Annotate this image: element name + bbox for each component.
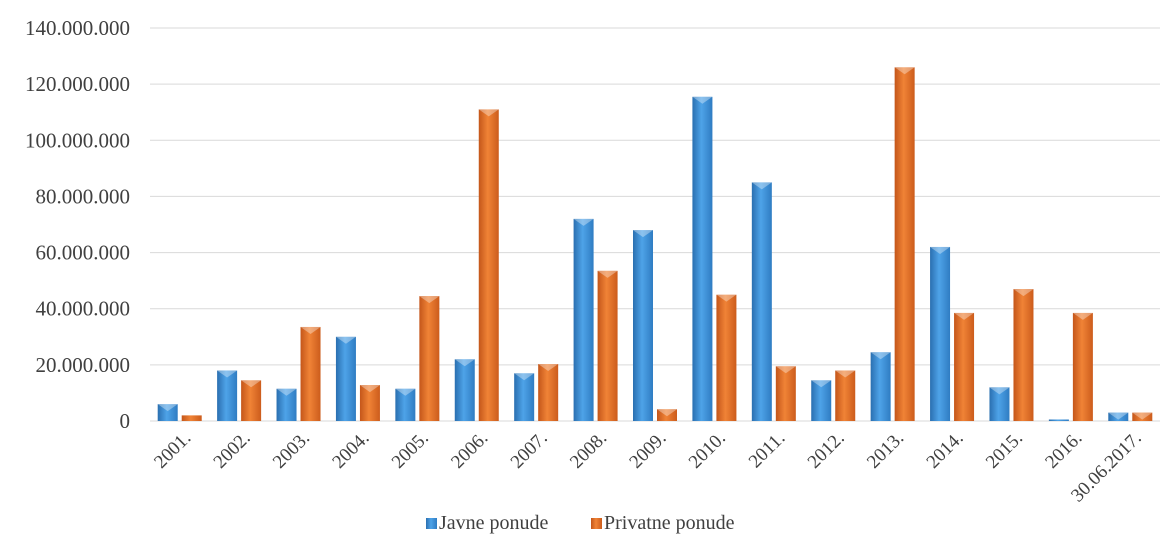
y-tick-label: 80.000.000 [36, 184, 131, 208]
bar-bevel [597, 270, 618, 278]
x-tick-label: 2001. [150, 428, 195, 473]
legend-label-privatne-ponude: Privatne ponude [604, 512, 735, 534]
bar-bevel [894, 67, 915, 75]
y-tick-label: 20.000.000 [36, 353, 131, 377]
bar-bevel [241, 380, 262, 388]
legend-swatch-privatne-ponude [591, 518, 602, 529]
bar-bevel [811, 380, 832, 388]
bar-javne-ponude [514, 373, 535, 421]
bar-javne-ponude [335, 336, 356, 421]
bar-bevel [276, 388, 297, 396]
bar-privatne-ponude [597, 270, 618, 421]
bar-javne-ponude [1048, 419, 1069, 421]
bar-bevel [954, 312, 975, 320]
y-tick-label: 140.000.000 [25, 16, 130, 40]
bar-javne-ponude [395, 388, 416, 421]
bar-privatne-ponude [1013, 289, 1034, 421]
bar-bevel [335, 336, 356, 344]
x-tick-label: 2005. [388, 428, 433, 473]
bar-privatne-ponude [538, 364, 559, 421]
bar-javne-ponude [454, 359, 475, 421]
x-tick-label: 2012. [804, 428, 849, 473]
bar-bevel [573, 218, 594, 226]
bar-javne-ponude [930, 246, 951, 421]
x-tick-label: 2016. [1041, 428, 1086, 473]
bar-bevel [359, 385, 380, 393]
legend-label-javne-ponude: Javne ponude [439, 512, 549, 534]
bar-privatne-ponude [954, 312, 975, 421]
legend-swatch-javne-ponude [426, 518, 437, 529]
bar-bevel [1108, 412, 1129, 420]
bar-bevel [419, 296, 440, 304]
bar-javne-ponude [573, 218, 594, 421]
bar-privatne-ponude [657, 409, 677, 421]
bar-privatne-ponude [1072, 312, 1093, 421]
x-tick-label: 2002. [210, 428, 255, 473]
bar-bevel [775, 366, 796, 374]
bar-privatne-ponude [835, 370, 856, 421]
bar-bevel [217, 370, 238, 378]
x-tick-label: 2013. [863, 428, 908, 473]
bar-bevel [633, 230, 653, 238]
bar-privatne-ponude [894, 67, 915, 422]
x-axis: 2001. 2002. 2003. 2004. 2005. 2006. 2007. 2008.… [150, 428, 1146, 507]
x-tick-label: 2014. [923, 428, 968, 473]
bar-bevel [692, 96, 713, 104]
y-axis: 0 20.000.000 40.000.000 60.000.000 80.000.00… [25, 16, 130, 433]
bar-bevel [1013, 289, 1034, 297]
y-tick-label: 0 [120, 409, 131, 433]
x-tick-label: 2009. [625, 428, 670, 473]
bar-javne-ponude [870, 352, 891, 421]
bar-privatne-ponude [419, 296, 440, 421]
bar-bevel [751, 182, 772, 190]
bar-privatne-ponude [478, 109, 499, 422]
bar-bevel [454, 359, 475, 367]
y-tick-label: 60.000.000 [36, 241, 131, 265]
legend: Javne ponude Privatne ponude [426, 512, 735, 534]
bar-bevel [1072, 312, 1093, 320]
x-tick-label: 2011. [745, 428, 790, 473]
bar-javne-ponude [989, 387, 1010, 421]
bar-javne-ponude [692, 96, 713, 422]
bar-bevel [300, 326, 321, 334]
bar-bevel [1132, 412, 1153, 420]
bar-privatne-ponude [181, 415, 202, 421]
x-tick-label: 2015. [982, 428, 1027, 473]
bars [157, 67, 1153, 422]
bar-javne-ponude [217, 370, 238, 421]
bar-bevel [514, 373, 535, 381]
bar-bevel [930, 246, 951, 254]
x-tick-label: 2007. [507, 428, 552, 473]
bar-javne-ponude [811, 380, 832, 421]
x-tick-label: 2008. [566, 428, 611, 473]
bar-bevel [157, 404, 178, 412]
bar-bevel [835, 370, 856, 378]
bar-privatne-ponude [716, 294, 737, 421]
bar-bevel [478, 109, 499, 117]
bar-bevel [989, 387, 1010, 395]
bar-privatne-ponude [1132, 412, 1153, 421]
y-tick-label: 120.000.000 [25, 72, 130, 96]
x-tick-label: 2010. [685, 428, 730, 473]
bar-javne-ponude [157, 404, 178, 421]
x-tick-label: 2006. [447, 428, 492, 473]
bar-privatne-ponude [775, 366, 796, 421]
x-tick-label: 2004. [328, 428, 373, 473]
y-tick-label: 100.000.000 [25, 128, 130, 152]
bar-bevel [716, 294, 737, 302]
bar-bevel [657, 409, 677, 417]
bar-javne-ponude [1108, 412, 1129, 421]
bar-javne-ponude [633, 230, 653, 421]
bar-javne-ponude [751, 182, 772, 421]
bar-privatne-ponude [241, 380, 262, 421]
bar-bevel [538, 364, 559, 372]
bar-privatne-ponude [359, 385, 380, 421]
bar-privatne-ponude [300, 326, 321, 421]
y-tick-label: 40.000.000 [36, 297, 131, 321]
bar-javne-ponude [276, 388, 297, 421]
x-tick-label: 2003. [269, 428, 314, 473]
bar-bevel [395, 388, 416, 396]
bar-bevel [870, 352, 891, 360]
